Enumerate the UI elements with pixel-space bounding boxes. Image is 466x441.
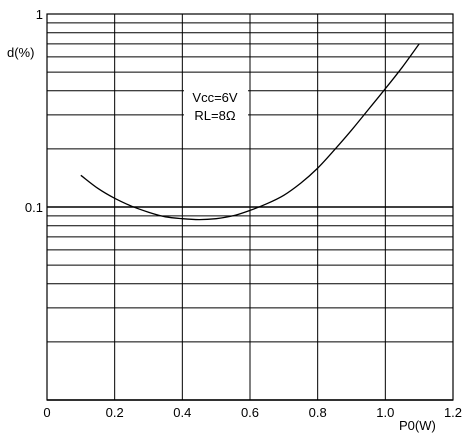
y-tick-label: 0.1 (25, 200, 43, 215)
annotation-background (184, 87, 248, 125)
grid (47, 14, 453, 401)
distortion-curve (80, 43, 420, 221)
x-tick-label: 0.8 (309, 405, 327, 420)
tick-labels: 0 0.2 0.4 0.6 0.8 1.0 1.2 1 0.1 (25, 7, 462, 420)
x-tick-label: 0.6 (241, 405, 259, 420)
x-tick-label: 0.2 (106, 405, 124, 420)
y-axis-label: d(%) (7, 45, 34, 60)
plot-frame (46, 13, 454, 401)
x-tick-label: 0 (43, 405, 50, 420)
annotation-rl: RL=8Ω (194, 108, 235, 123)
annotation-vcc: Vcc=6V (192, 90, 237, 105)
x-axis-label: P0(W) (399, 418, 436, 433)
y-tick-label: 1 (36, 7, 43, 22)
x-tick-label: 1.0 (376, 405, 394, 420)
x-tick-label: 1.2 (444, 405, 462, 420)
x-tick-label: 0.4 (173, 405, 191, 420)
